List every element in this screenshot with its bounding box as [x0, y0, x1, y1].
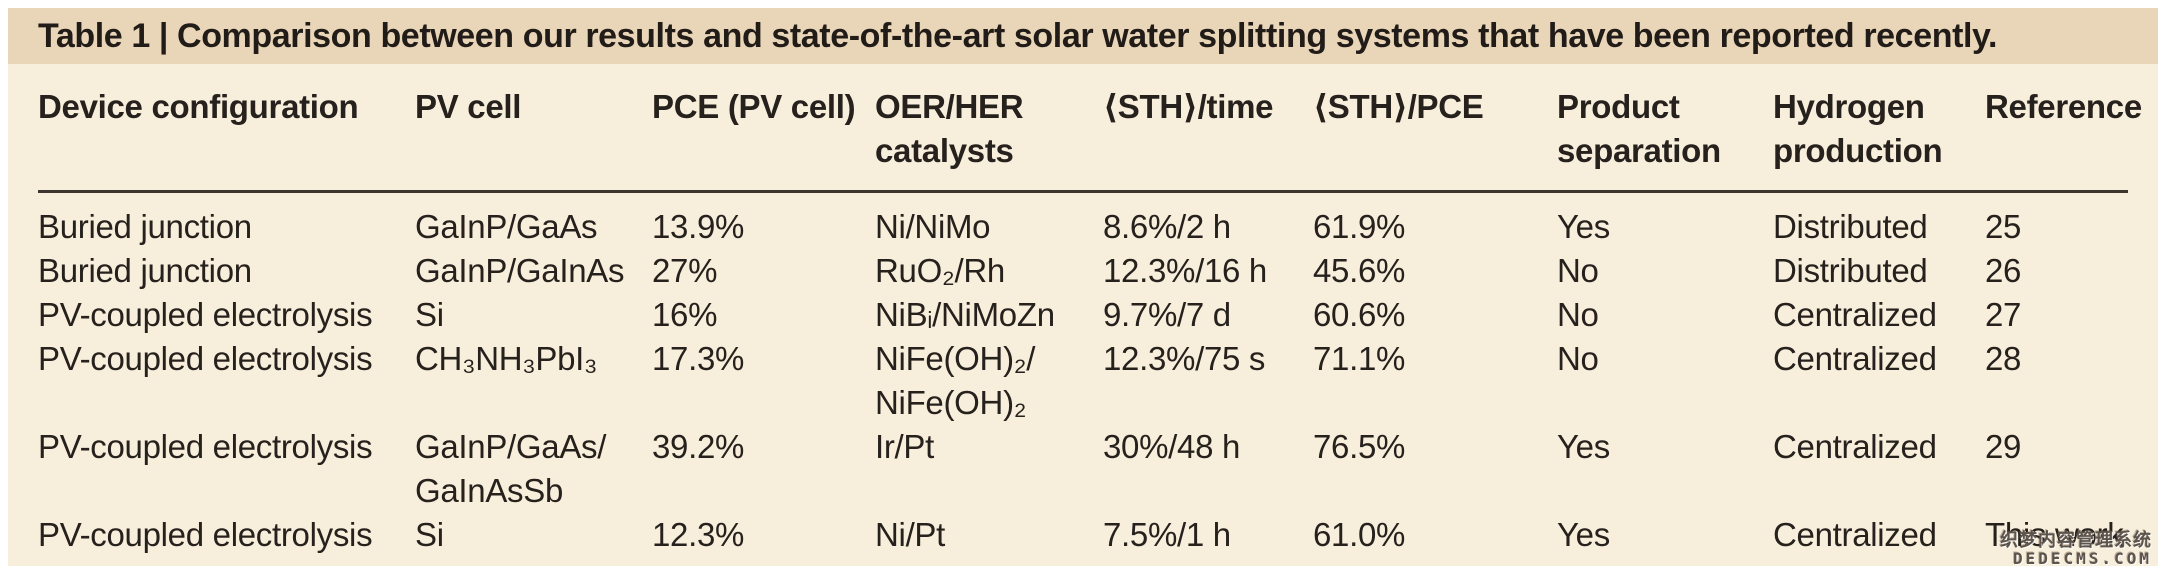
cell-r3-device: PV-coupled electrolysis — [38, 296, 373, 333]
cell-r4-reference: 28 — [1985, 340, 2022, 377]
cell-r3-pv-cell: Si — [415, 296, 444, 333]
cell-r6-pce: 12.3% — [652, 516, 745, 553]
col-header-hydrogen-production: Hydrogen production — [1773, 64, 1985, 193]
cell-r5-pce: 39.2% — [652, 428, 745, 465]
watermark: 织梦内容管理系统 DEDECMS.COM — [2000, 531, 2152, 568]
cell-r4-catalysts: NiFe(OH)₂/ NiFe(OH)₂ — [875, 340, 1036, 421]
cell-r6-device: PV-coupled electrolysis — [38, 516, 373, 553]
cell-r1-separation: Yes — [1557, 208, 1610, 245]
cell-r3-catalysts: NiBᵢ/NiMoZn — [875, 296, 1055, 333]
table-row: PV-coupled electrolysis GaInP/GaAs/ GaIn… — [38, 425, 2128, 513]
cell-r5-reference: 29 — [1985, 428, 2022, 465]
col-header-sth-pce: ⟨STH⟩/PCE — [1313, 64, 1557, 193]
table-area: Device configuration PV cell PCE (PV cel… — [8, 64, 2158, 568]
cell-r5-separation: Yes — [1557, 428, 1610, 465]
cell-r1-production: Distributed — [1773, 208, 1928, 245]
cell-r1-device: Buried junction — [38, 208, 252, 245]
table-title: Table 1 | Comparison between our results… — [38, 16, 1998, 55]
cell-r1-reference: 25 — [1985, 208, 2022, 245]
cell-r1-catalysts: Ni/NiMo — [875, 208, 991, 245]
cell-r2-catalysts: RuO₂/Rh — [875, 252, 1005, 289]
table-row: PV-coupled electrolysis Si 12.3% Ni/Pt 7… — [38, 513, 2128, 557]
cell-r6-sth-time: 7.5%/1 h — [1103, 516, 1231, 553]
cell-r4-production: Centralized — [1773, 340, 1937, 377]
table-title-band: Table 1 | Comparison between our results… — [8, 8, 2158, 64]
cell-r1-pce: 13.9% — [652, 208, 745, 245]
cell-r2-separation: No — [1557, 252, 1599, 289]
cell-r5-device: PV-coupled electrolysis — [38, 428, 373, 465]
cell-r4-separation: No — [1557, 340, 1599, 377]
cell-r4-sth-pce: 71.1% — [1313, 340, 1406, 377]
cell-r5-sth-pce: 76.5% — [1313, 428, 1406, 465]
col-header-sth-time: ⟨STH⟩/time — [1103, 64, 1313, 193]
comparison-table: Device configuration PV cell PCE (PV cel… — [38, 64, 2142, 557]
cell-r3-production: Centralized — [1773, 296, 1937, 333]
cell-r1-sth-pce: 61.9% — [1313, 208, 1406, 245]
col-header-pv-cell: PV cell — [415, 64, 652, 193]
col-header-product-separation: Product separation — [1557, 64, 1773, 193]
cell-r3-sth-time: 9.7%/7 d — [1103, 296, 1231, 333]
cell-r3-pce: 16% — [652, 296, 718, 333]
cell-r4-pv-cell: CH₃NH₃PbI₃ — [415, 340, 598, 377]
cell-r2-pce: 27% — [652, 252, 718, 289]
watermark-dedecms-text: DEDECMS.COM — [2013, 549, 2152, 568]
cell-r5-catalysts: Ir/Pt — [875, 428, 935, 465]
cell-r2-sth-time: 12.3%/16 h — [1103, 252, 1267, 289]
cell-r2-production: Distributed — [1773, 252, 1928, 289]
col-header-pce-pv-cell: PCE (PV cell) — [652, 64, 875, 193]
cell-r6-catalysts: Ni/Pt — [875, 516, 946, 553]
cell-r2-pv-cell: GaInP/GaInAs — [415, 252, 625, 289]
cell-r1-sth-time: 8.6%/2 h — [1103, 208, 1231, 245]
cell-r5-pv-cell: GaInP/GaAs/ GaInAsSb — [415, 428, 607, 509]
cell-r5-production: Centralized — [1773, 428, 1937, 465]
table-row: Buried junction GaInP/GaAs 13.9% Ni/NiMo… — [38, 192, 2128, 250]
col-header-oer-her-catalysts: OER/HER catalysts — [875, 64, 1103, 193]
col-header-device-configuration: Device configuration — [38, 64, 415, 193]
cell-r3-separation: No — [1557, 296, 1599, 333]
cell-r4-pce: 17.3% — [652, 340, 745, 377]
cell-r3-sth-pce: 60.6% — [1313, 296, 1406, 333]
cell-r6-production: Centralized — [1773, 516, 1937, 553]
table-row: PV-coupled electrolysis Si 16% NiBᵢ/NiMo… — [38, 293, 2128, 337]
cell-r6-sth-pce: 61.0% — [1313, 516, 1406, 553]
table-row: PV-coupled electrolysis CH₃NH₃PbI₃ 17.3%… — [38, 337, 2128, 425]
watermark-cn-text: 织梦内容管理系统 — [2000, 530, 2152, 550]
cell-r2-sth-pce: 45.6% — [1313, 252, 1406, 289]
table-header-row: Device configuration PV cell PCE (PV cel… — [38, 64, 2142, 193]
cell-r2-reference: 26 — [1985, 252, 2022, 289]
cell-r2-device: Buried junction — [38, 252, 252, 289]
table-row: Buried junction GaInP/GaInAs 27% RuO₂/Rh… — [38, 249, 2128, 293]
cell-r4-device: PV-coupled electrolysis — [38, 340, 373, 377]
cell-r4-sth-time: 12.3%/75 s — [1103, 340, 1266, 377]
cell-r6-reference: This work — [1985, 516, 2124, 553]
cell-r6-pv-cell: Si — [415, 516, 444, 553]
cell-r1-pv-cell: GaInP/GaAs — [415, 208, 598, 245]
table-panel: Table 1 | Comparison between our results… — [8, 8, 2158, 568]
col-header-reference: Reference — [1985, 64, 2142, 193]
cell-r3-reference: 27 — [1985, 296, 2022, 333]
cell-r5-sth-time: 30%/48 h — [1103, 428, 1241, 465]
cell-r6-separation: Yes — [1557, 516, 1610, 553]
